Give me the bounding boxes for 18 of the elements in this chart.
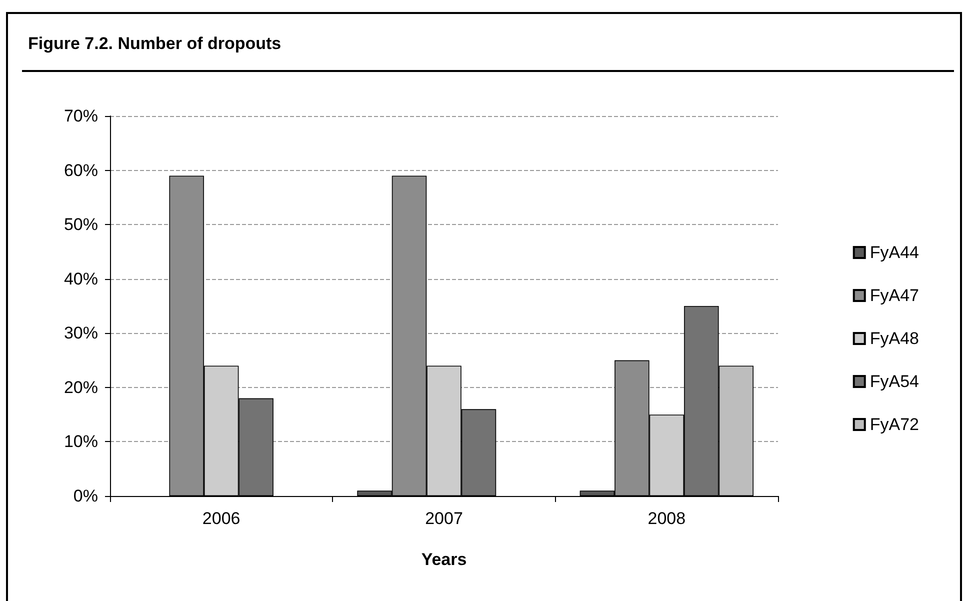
legend-label: FyA48: [870, 329, 920, 348]
legend-label: FyA44: [870, 243, 920, 262]
y-tick-label: 50%: [64, 215, 98, 234]
legend-label: FyA72: [870, 415, 920, 434]
legend-label: FyA54: [870, 372, 920, 391]
y-tick-label: 30%: [64, 324, 98, 343]
y-tick-label: 60%: [64, 160, 98, 180]
y-tick-label: 70%: [64, 106, 98, 126]
x-tick-label: 2006: [202, 509, 240, 528]
y-tick-label: 10%: [64, 432, 98, 452]
x-axis-title: Years: [421, 550, 467, 569]
legend-label: FyA47: [870, 286, 920, 305]
y-tick-label: 40%: [64, 269, 98, 288]
x-tick-label: 2008: [648, 509, 686, 528]
chart-title: Figure 7.2. Number of dropouts: [28, 34, 282, 54]
y-tick-label: 0%: [73, 486, 98, 506]
y-tick-label: 20%: [64, 378, 98, 397]
x-tick-label: 2007: [425, 509, 463, 528]
